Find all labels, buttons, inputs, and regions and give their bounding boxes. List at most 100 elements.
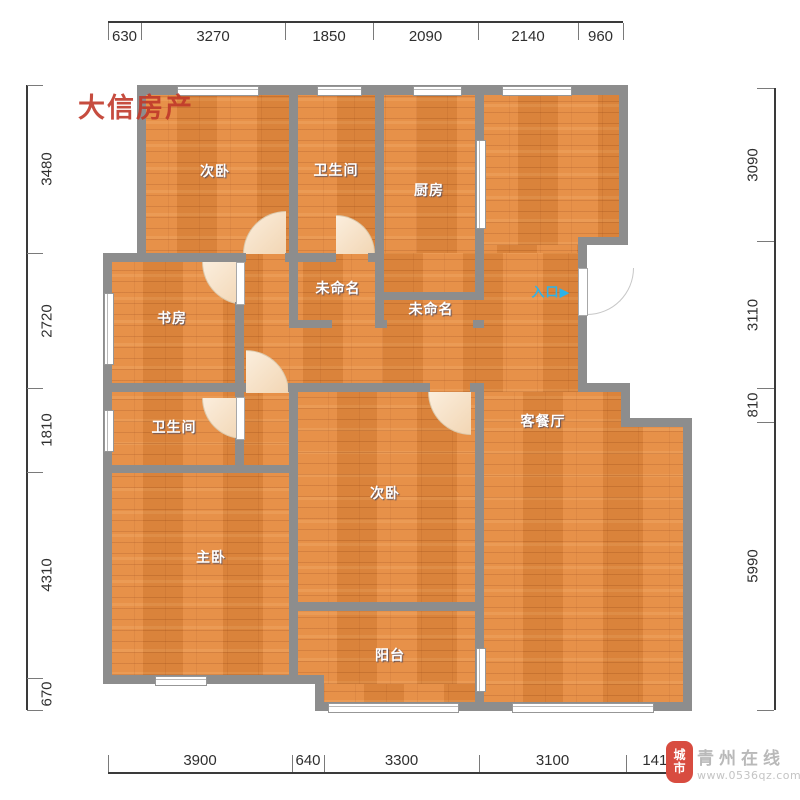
dimension-tick [292,755,293,772]
dimension-value-left: 1810 [38,413,56,447]
door-leaf [578,268,588,316]
site-url: www.0536qz.com [697,769,800,782]
window [502,86,572,96]
site-seal-icon: 城 市 [666,741,693,783]
window [476,648,486,692]
dimension-tick [623,23,624,40]
dimension-value-top: 1850 [312,28,346,45]
dimension-value-bottom: 640 [295,752,321,769]
wall [103,253,246,262]
wall [235,302,244,392]
dimension-tick [27,85,43,86]
dimension-tick [757,710,774,711]
dimension-value-top: 2090 [408,28,443,45]
dimension-tick [108,23,109,40]
dimension-value-top: 960 [587,28,614,45]
dimension-line-bottom [108,772,692,774]
dimension-value-right: 3090 [744,147,762,182]
dimension-value-top: 630 [111,28,138,45]
wall [621,383,630,427]
dimension-value-top: 2140 [511,28,545,45]
dimension-tick [324,755,325,772]
wood-floor [324,684,483,703]
door-leaf [236,262,245,305]
wall [289,95,298,328]
seal-char-top: 城 [673,748,686,762]
room-label-bathroom-top: 卫生间 [313,163,359,179]
wall [621,418,692,427]
room-label-unnamed-1: 未命名 [315,281,361,297]
dimension-value-right: 3110 [744,298,762,331]
wall [578,314,587,392]
dimension-tick [478,23,479,40]
wall [578,245,587,268]
dimension-tick [27,710,43,711]
dimension-tick [757,241,774,242]
dimension-line-left [26,85,28,710]
dimension-tick [141,23,142,40]
dimension-value-bottom: 3300 [384,752,419,769]
dimension-tick [27,678,43,679]
dimension-tick [373,23,374,40]
dimension-tick [108,755,109,772]
wall [289,383,298,675]
wall [315,675,324,711]
dimension-value-left: 3480 [38,152,56,186]
dimension-value-left: 4310 [38,558,56,592]
door-leaf [236,397,245,440]
dimension-tick [757,422,774,423]
wall [289,320,332,328]
dimension-value-bottom: 3100 [535,752,570,769]
room-label-bathroom-lower: 卫生间 [151,420,197,436]
wall [473,320,484,328]
site-logo: 城 市 青州在线 www.0536qz.com [666,741,800,783]
dimension-line-top [108,21,623,23]
wall [578,383,630,392]
dimension-tick [479,755,480,772]
wall [137,85,628,95]
dimension-tick [27,253,43,254]
dimension-tick [757,88,774,89]
window [104,410,114,452]
wood-floor [103,253,578,392]
dimension-value-bottom: 3900 [183,752,217,769]
dimension-tick [626,755,627,772]
dimension-tick [578,23,579,40]
window [155,676,207,686]
room-label-balcony: 阳台 [375,648,405,664]
room-label-unnamed-2: 未命名 [408,302,454,318]
wall [289,602,484,611]
room-label-bedroom-mid: 次卧 [370,486,400,502]
dimension-value-top: 3270 [196,28,230,45]
site-text: 青州在线 www.0536qz.com [697,741,800,783]
room-label-kitchen: 厨房 [414,183,444,199]
room-label-master-bedroom: 主卧 [196,550,226,566]
wall [683,418,692,711]
wall [103,465,297,473]
window [413,86,462,96]
wall [375,292,484,300]
dimension-value-left: 670 [38,681,56,707]
dimension-value-right: 810 [744,392,762,418]
dimension-tick [27,388,43,389]
wall [315,702,692,711]
dimension-value-right: 5990 [744,549,762,583]
dimension-value-left: 2720 [38,303,56,338]
wall [288,383,430,392]
room-label-living-dining: 客餐厅 [520,414,566,430]
dimension-tick [285,23,286,40]
window [104,293,114,365]
room-label-bedroom-top: 次卧 [200,164,230,180]
wall [619,85,628,245]
wood-floor [478,85,628,245]
window [177,86,259,96]
window [328,703,459,713]
wall [235,438,244,473]
entry-label: 入口▶ [531,285,571,301]
wood-floor [483,422,688,707]
dimension-line-right [774,88,776,710]
wall [375,95,384,328]
wall [235,392,244,397]
wood-floor [297,392,483,684]
